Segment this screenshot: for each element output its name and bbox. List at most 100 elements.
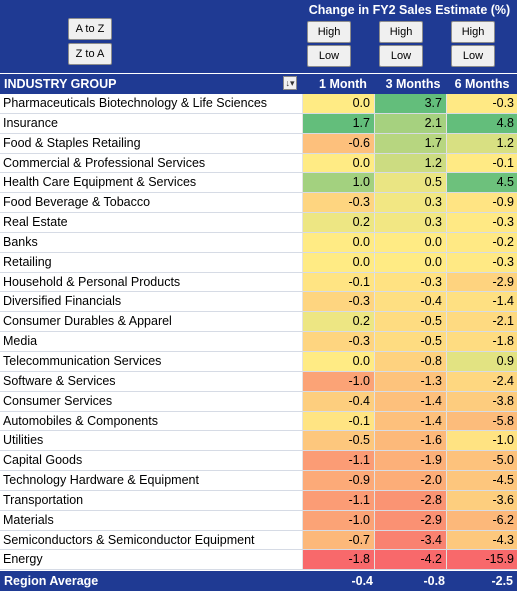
sort-controls: A to Z Z to A: [68, 18, 112, 68]
value-cell-m3: -4.2: [374, 550, 446, 570]
value-cell-m6: -1.4: [446, 292, 517, 312]
one-month-header: 1 Month: [319, 77, 367, 91]
row-label-cell: [0, 530, 302, 550]
industry-group-name: Consumer Durables & Apparel: [3, 314, 172, 329]
row-label-cell: [0, 391, 302, 411]
table-row: Capital Goods -1.1 -1.9 -5.0: [0, 451, 517, 472]
value-cell-m1: -0.1: [302, 272, 374, 292]
industry-group-name: Food & Staples Retailing: [3, 135, 141, 150]
row-label-cell: [0, 252, 302, 272]
value-cell-m6: -15.9: [446, 550, 517, 570]
industry-group-name: Insurance: [3, 115, 58, 130]
table-row: Software & Services -1.0 -1.3 -2.4: [0, 371, 517, 392]
sort-3m-high-button[interactable]: High: [379, 21, 423, 43]
industry-group-name: Semiconductors & Semiconductor Equipment: [3, 532, 255, 547]
value-cell-m1: 0.0: [302, 94, 374, 113]
industry-group-name: Commercial & Professional Services: [3, 155, 206, 170]
value-cell-m1: -1.8: [302, 550, 374, 570]
value-cell-m3: -0.3: [374, 272, 446, 292]
value-cell-m1: -0.4: [302, 391, 374, 411]
value-cell-m1: -0.3: [302, 193, 374, 213]
value-cell-m1: -0.1: [302, 411, 374, 431]
table-row: Telecommunication Services 0.0 -0.8 0.9: [0, 351, 517, 372]
row-label-cell: [0, 411, 302, 431]
value-cell-m3: 2.1: [374, 113, 446, 133]
value-cell-m3: 1.2: [374, 153, 446, 173]
sort-6m-low-button[interactable]: Low: [451, 45, 495, 67]
industry-group-name: Food Beverage & Tobacco: [3, 195, 151, 210]
value-cell-m3: 0.3: [374, 193, 446, 213]
six-months-header: 6 Months: [454, 77, 510, 91]
row-label-cell: [0, 193, 302, 213]
sort-1m-low-button[interactable]: Low: [307, 45, 351, 67]
filter-dropdown-icon[interactable]: ↓▾: [283, 76, 297, 90]
value-cell-m3: -1.3: [374, 371, 446, 391]
value-cell-m1: 0.2: [302, 213, 374, 232]
table-row: Transportation -1.1 -2.8 -3.6: [0, 490, 517, 511]
table-row: Energy -1.8 -4.2 -15.9: [0, 550, 517, 571]
value-cell-m1: 1.0: [302, 173, 374, 193]
value-cell-m6: -1.8: [446, 332, 517, 351]
region-average-label: Region Average: [4, 574, 99, 588]
value-cell-m6: -5.8: [446, 411, 517, 431]
row-label-cell: [0, 133, 302, 153]
value-cell-m1: 1.7: [302, 113, 374, 133]
region-average-row: Region Average -0.4 -0.8 -2.5: [0, 571, 517, 591]
sort-6m-controls: High Low: [451, 21, 495, 69]
row-label-cell: [0, 332, 302, 351]
region-average-1m: -0.4: [351, 574, 373, 588]
value-cell-m1: -0.7: [302, 530, 374, 550]
industry-group-name: Materials: [3, 512, 54, 527]
three-months-header: 3 Months: [385, 77, 441, 91]
value-cell-m3: 3.7: [374, 94, 446, 113]
table-row: Household & Personal Products -0.1 -0.3 -2.…: [0, 272, 517, 293]
sort-3m-controls: High Low: [379, 21, 423, 69]
value-cell-m6: -4.5: [446, 471, 517, 490]
value-cell-m1: -0.3: [302, 332, 374, 351]
sort-asc-button[interactable]: A to Z: [68, 18, 112, 40]
data-rows: Pharmaceuticals Biotechnology & Life Sci…: [0, 94, 517, 571]
table-row: Commercial & Professional Services 0.0 1.2…: [0, 153, 517, 174]
region-average-6m: -2.5: [491, 574, 513, 588]
value-cell-m6: -1.0: [446, 431, 517, 451]
row-label-cell: [0, 550, 302, 570]
value-cell-m3: -1.9: [374, 451, 446, 471]
value-cell-m6: -2.1: [446, 312, 517, 332]
table-row: Technology Hardware & Equipment -0.9 -2.0-…: [0, 471, 517, 491]
value-cell-m3: -1.4: [374, 391, 446, 411]
sort-desc-button[interactable]: Z to A: [68, 43, 112, 65]
column-header-row: INDUSTRY GROUP ↓▾ 1 Month 3 Months 6 Mon…: [0, 74, 517, 94]
table-row: Media -0.3 -0.5 -1.8: [0, 332, 517, 352]
value-cell-m3: -0.4: [374, 292, 446, 312]
value-cell-m1: -1.0: [302, 510, 374, 530]
value-cell-m1: 0.0: [302, 252, 374, 272]
sort-1m-high-button[interactable]: High: [307, 21, 351, 43]
value-cell-m6: -2.9: [446, 272, 517, 292]
industry-group-name: Retailing: [3, 254, 52, 269]
table-row: Diversified Financials -0.3 -0.4 -1.4: [0, 292, 517, 313]
industry-group-name: Technology Hardware & Equipment: [3, 473, 199, 488]
table-row: Consumer Services -0.4 -1.4 -3.8: [0, 391, 517, 412]
value-cell-m6: -0.3: [446, 94, 517, 113]
industry-group-name: Media: [3, 334, 38, 349]
table-row: Pharmaceuticals Biotechnology & Life Sci…: [0, 94, 517, 114]
sort-6m-high-button[interactable]: High: [451, 21, 495, 43]
table-row: Health Care Equipment & Services 1.0 0.5 4.…: [0, 173, 517, 194]
value-cell-m1: -0.5: [302, 431, 374, 451]
table-row: Retailing 0.0 0.0 -0.3: [0, 252, 517, 273]
value-cell-m1: -0.9: [302, 471, 374, 490]
value-cell-m3: -1.6: [374, 431, 446, 451]
value-cell-m1: -0.6: [302, 133, 374, 153]
table-row: Insurance 1.7 2.1 4.8: [0, 113, 517, 134]
value-cell-m6: -0.3: [446, 213, 517, 232]
value-cell-m6: 0.9: [446, 351, 517, 371]
value-cell-m3: -1.4: [374, 411, 446, 431]
row-label-cell: [0, 153, 302, 173]
table-row: Utilities -0.5 -1.6 -1.0: [0, 431, 517, 452]
industry-group-name: Utilities: [3, 433, 44, 448]
value-cell-m1: -1.0: [302, 371, 374, 391]
row-label-cell: [0, 451, 302, 471]
table-row: Automobiles & Components -0.1 -1.4 -5.8: [0, 411, 517, 432]
value-cell-m1: -1.1: [302, 490, 374, 510]
sort-3m-low-button[interactable]: Low: [379, 45, 423, 67]
